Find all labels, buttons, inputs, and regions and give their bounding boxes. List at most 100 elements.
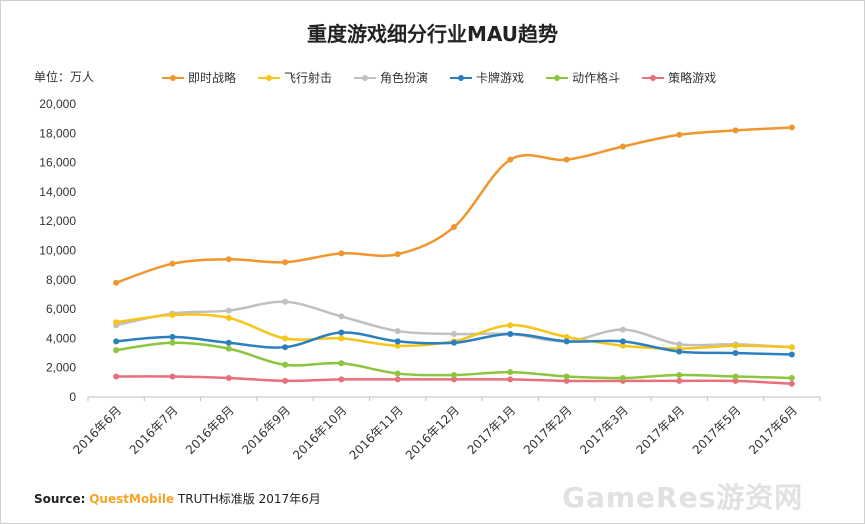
x-tick-label: 2016年12月 bbox=[403, 403, 462, 462]
x-tick-label: 2016年7月 bbox=[127, 403, 181, 457]
x-tick-label: 2017年6月 bbox=[746, 403, 800, 457]
y-tick-label: 6,000 bbox=[46, 302, 76, 316]
data-point bbox=[394, 342, 401, 349]
x-tick-label: 2017年4月 bbox=[633, 403, 687, 457]
y-tick-label: 2,000 bbox=[46, 361, 76, 375]
data-point bbox=[113, 373, 120, 380]
data-point bbox=[788, 380, 795, 387]
data-point bbox=[225, 339, 232, 346]
y-tick-label: 20,000 bbox=[39, 97, 76, 111]
x-tick-label: 2016年11月 bbox=[347, 403, 406, 462]
data-point bbox=[563, 338, 570, 345]
data-point bbox=[338, 313, 345, 320]
data-point bbox=[507, 369, 514, 376]
series-line-0 bbox=[115, 126, 792, 284]
data-point bbox=[563, 156, 570, 163]
data-point bbox=[788, 374, 795, 381]
data-point bbox=[225, 374, 232, 381]
data-point bbox=[225, 345, 232, 352]
data-point bbox=[563, 333, 570, 340]
y-tick-label: 14,000 bbox=[39, 185, 76, 199]
data-point bbox=[619, 338, 626, 345]
data-point bbox=[394, 328, 401, 335]
data-point bbox=[225, 314, 232, 321]
data-point bbox=[619, 342, 626, 349]
data-point bbox=[451, 372, 457, 379]
y-tick-label: 8,000 bbox=[46, 273, 76, 287]
source-label: Source: bbox=[34, 492, 86, 506]
legend-label: 动作格斗 bbox=[572, 71, 621, 85]
data-point bbox=[676, 131, 683, 138]
data-point bbox=[338, 376, 345, 383]
y-tick-label: 12,000 bbox=[39, 214, 76, 228]
legend-item: 策略游戏 bbox=[642, 69, 716, 86]
data-point bbox=[394, 338, 401, 345]
data-point bbox=[619, 374, 626, 381]
data-point bbox=[676, 372, 683, 379]
y-tick-label: 16,000 bbox=[39, 156, 76, 170]
x-tick-label: 2016年9月 bbox=[239, 403, 293, 457]
data-point bbox=[507, 376, 514, 383]
data-point bbox=[676, 348, 683, 355]
data-point bbox=[451, 376, 457, 383]
data-point bbox=[394, 251, 401, 258]
x-tick-label: 2016年8月 bbox=[183, 403, 237, 457]
data-point bbox=[113, 338, 120, 345]
data-point bbox=[169, 339, 176, 346]
legend-swatch bbox=[162, 73, 184, 83]
legend-swatch bbox=[546, 73, 569, 83]
data-point bbox=[282, 298, 289, 305]
legend: 即时战略 飞行射击 角色扮演 卡牌游戏 动作格斗 策略游戏 bbox=[162, 69, 716, 86]
legend-label: 角色扮演 bbox=[380, 71, 429, 85]
data-point bbox=[169, 260, 176, 267]
data-point bbox=[788, 344, 795, 351]
data-point bbox=[619, 326, 626, 333]
data-point bbox=[732, 127, 739, 134]
legend-label: 策略游戏 bbox=[668, 71, 717, 85]
data-point bbox=[507, 331, 514, 338]
data-point bbox=[788, 124, 795, 131]
data-point bbox=[282, 335, 289, 342]
data-point bbox=[451, 339, 457, 346]
data-point bbox=[338, 329, 345, 336]
chart-title: 重度游戏细分行业MAU趋势 bbox=[306, 22, 558, 46]
data-point bbox=[338, 250, 345, 257]
x-tick-label: 2017年1月 bbox=[465, 403, 519, 457]
data-point bbox=[507, 156, 514, 163]
x-tick-label: 2017年3月 bbox=[577, 403, 631, 457]
x-tick-label: 2017年2月 bbox=[521, 403, 575, 457]
legend-item: 角色扮演 bbox=[354, 69, 428, 86]
source-brand: QuestMobile bbox=[89, 492, 175, 506]
data-point bbox=[732, 342, 739, 349]
data-point bbox=[113, 347, 120, 354]
legend-swatch bbox=[258, 73, 281, 83]
data-point bbox=[676, 377, 683, 384]
x-tick-label: 2016年6月 bbox=[70, 403, 124, 457]
data-point bbox=[282, 361, 289, 368]
data-point bbox=[225, 307, 232, 314]
source-note: Source: QuestMobile TRUTH标准版 2017年6月 bbox=[34, 490, 321, 507]
watermark: GameRes游资网 bbox=[562, 481, 804, 514]
legend-item: 动作格斗 bbox=[546, 69, 620, 86]
data-point bbox=[394, 376, 401, 383]
data-point bbox=[676, 341, 683, 348]
data-point bbox=[338, 335, 345, 342]
x-tick-label: 2017年5月 bbox=[690, 403, 744, 457]
data-point bbox=[788, 351, 795, 358]
data-point bbox=[507, 322, 514, 329]
unit-label: 单位：万人 bbox=[34, 70, 95, 84]
legend-swatch bbox=[450, 73, 473, 83]
data-point bbox=[563, 377, 570, 384]
data-point bbox=[169, 333, 176, 340]
data-point bbox=[225, 256, 232, 263]
legend-item: 飞行射击 bbox=[258, 69, 332, 86]
data-point bbox=[732, 350, 739, 357]
data-point bbox=[732, 377, 739, 384]
legend-swatch bbox=[642, 73, 665, 83]
data-point bbox=[113, 319, 120, 326]
data-point bbox=[282, 377, 289, 384]
legend-item: 即时战略 bbox=[162, 69, 236, 86]
legend-label: 飞行射击 bbox=[284, 71, 333, 85]
data-point bbox=[563, 373, 570, 380]
